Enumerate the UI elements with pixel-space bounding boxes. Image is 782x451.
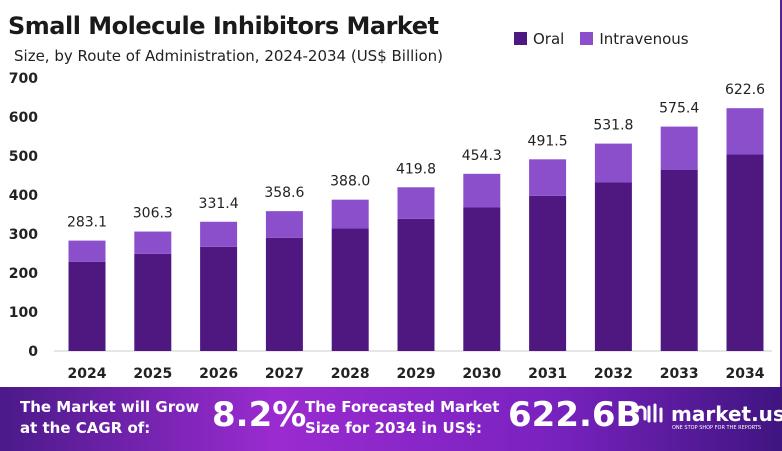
bar-oral-2030 bbox=[463, 207, 501, 351]
bar-intravenous-2027 bbox=[265, 211, 303, 238]
forecast-value: 622.6B bbox=[508, 395, 642, 435]
bar-intravenous-2025 bbox=[134, 231, 172, 254]
y-tick-label: 300 bbox=[9, 227, 38, 243]
legend-label-oral: Oral bbox=[533, 30, 565, 48]
y-tick-label: 500 bbox=[9, 149, 38, 165]
data-label-total: 388.0 bbox=[330, 174, 370, 190]
x-tick-label: 2026 bbox=[199, 366, 238, 382]
chart-subtitle: Size, by Route of Administration, 2024-2… bbox=[14, 47, 444, 65]
bar-intravenous-2031 bbox=[529, 159, 567, 196]
bar-intravenous-2029 bbox=[397, 187, 435, 219]
data-label-total: 531.8 bbox=[593, 118, 633, 134]
cagr-value: 8.2% bbox=[212, 395, 307, 435]
chart-title: Small Molecule Inhibitors Market bbox=[8, 12, 439, 40]
y-tick-label: 100 bbox=[9, 305, 38, 321]
bar-chart: 0 100 200 300 400 500 600 700 283.1 2024 306.3 2025… bbox=[9, 71, 772, 382]
bar-oral-2024 bbox=[68, 261, 106, 351]
x-tick-label: 2030 bbox=[462, 366, 501, 382]
y-tick-label: 700 bbox=[9, 71, 38, 87]
x-tick-label: 2027 bbox=[265, 366, 304, 382]
bar-intravenous-2026 bbox=[200, 221, 238, 247]
bar-oral-2031 bbox=[529, 195, 567, 351]
bar-oral-2025 bbox=[134, 253, 172, 351]
data-label-total: 622.6 bbox=[725, 82, 765, 98]
cagr-label: The Market will Grow at the CAGR of: bbox=[20, 398, 200, 437]
brand-tagline: ONE STOP SHOP FOR THE REPORTS bbox=[672, 425, 762, 431]
bar-intravenous-2024 bbox=[68, 240, 106, 262]
x-tick-label: 2031 bbox=[528, 366, 567, 382]
bar-intravenous-2034 bbox=[726, 108, 764, 155]
data-label-total: 491.5 bbox=[528, 133, 568, 149]
x-tick-label: 2024 bbox=[68, 366, 107, 382]
x-tick-label: 2033 bbox=[660, 366, 699, 382]
legend-swatch-oral bbox=[514, 32, 527, 45]
brand-name: market.us bbox=[671, 402, 782, 426]
bar-oral-2027 bbox=[265, 237, 303, 351]
bar-intravenous-2032 bbox=[594, 143, 632, 183]
y-tick-label: 400 bbox=[9, 188, 38, 204]
bar-oral-2026 bbox=[200, 246, 238, 351]
x-tick-label: 2032 bbox=[594, 366, 633, 382]
bar-intravenous-2030 bbox=[463, 173, 501, 208]
legend-item-intravenous: Intravenous bbox=[580, 30, 689, 48]
legend-label-intravenous: Intravenous bbox=[599, 30, 689, 48]
data-label-total: 306.3 bbox=[133, 206, 173, 222]
x-tick-label: 2029 bbox=[397, 366, 436, 382]
bar-oral-2033 bbox=[660, 169, 698, 351]
brand-logo: market.us ONE STOP SHOP FOR THE REPORTS bbox=[634, 401, 782, 431]
data-label-total: 358.6 bbox=[264, 185, 304, 201]
bar-oral-2032 bbox=[594, 182, 632, 351]
data-label-total: 454.3 bbox=[462, 148, 502, 164]
legend-item-oral: Oral bbox=[514, 30, 564, 48]
data-label-total: 331.4 bbox=[199, 196, 239, 212]
y-tick-label: 0 bbox=[28, 344, 38, 360]
y-tick-label: 200 bbox=[9, 266, 38, 282]
footer-banner: The Market will Grow at the CAGR of: 8.2%… bbox=[0, 387, 782, 451]
bar-intravenous-2033 bbox=[660, 126, 698, 170]
brand-logo-icon bbox=[635, 403, 663, 423]
y-tick-label: 600 bbox=[9, 110, 38, 126]
bar-oral-2029 bbox=[397, 218, 435, 351]
data-label-total: 575.4 bbox=[659, 101, 699, 117]
data-label-total: 283.1 bbox=[67, 215, 107, 231]
data-label-total: 419.8 bbox=[396, 161, 436, 177]
x-tick-label: 2028 bbox=[331, 366, 370, 382]
bar-oral-2028 bbox=[331, 228, 369, 351]
legend: Oral Intravenous bbox=[514, 30, 689, 48]
forecast-label: The Forecasted Market Size for 2034 in US… bbox=[305, 398, 500, 437]
bar-oral-2034 bbox=[726, 154, 764, 351]
legend-swatch-intravenous bbox=[580, 32, 594, 45]
bar-intravenous-2028 bbox=[331, 199, 369, 229]
x-tick-label: 2034 bbox=[726, 366, 765, 382]
x-tick-label: 2025 bbox=[133, 366, 172, 382]
